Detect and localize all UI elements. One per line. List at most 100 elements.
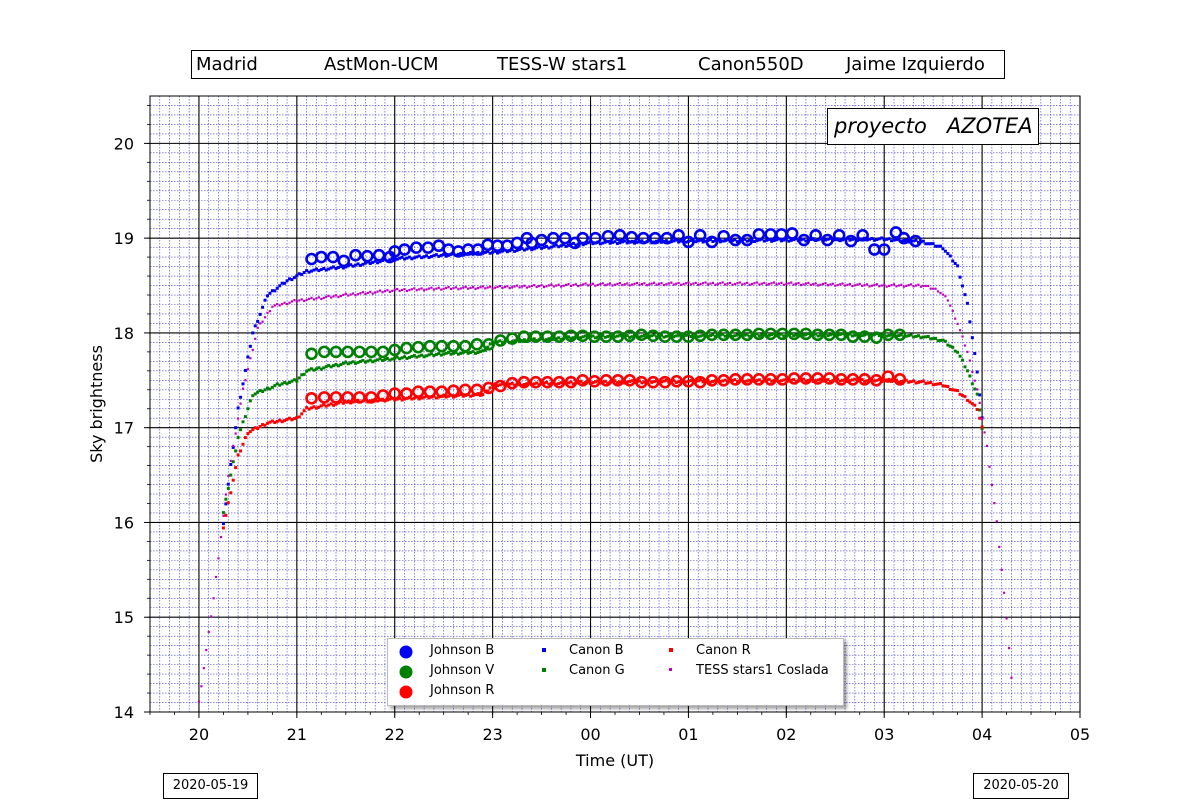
data-point <box>705 374 719 387</box>
data-point <box>904 378 908 382</box>
data-point <box>963 344 967 347</box>
data-point <box>584 242 588 246</box>
data-point <box>672 379 676 383</box>
data-point <box>376 358 380 362</box>
data-point <box>921 239 925 243</box>
data-point <box>711 240 715 244</box>
data-point <box>752 373 766 386</box>
data-point <box>719 282 722 285</box>
data-point <box>405 356 409 360</box>
data-point <box>657 282 661 286</box>
data-point <box>410 257 414 261</box>
data-point <box>469 251 473 255</box>
data-point <box>768 282 771 286</box>
data-point <box>305 252 318 266</box>
data-point <box>1007 646 1011 650</box>
data-point <box>412 396 416 400</box>
data-point <box>662 335 666 339</box>
data-point <box>420 287 423 290</box>
data-point <box>437 351 441 355</box>
data-point <box>498 339 502 343</box>
data-point <box>804 379 808 383</box>
data-point <box>794 333 798 337</box>
data-point <box>373 259 377 263</box>
data-point <box>398 396 402 400</box>
data-point <box>540 284 543 287</box>
data-point <box>689 378 693 382</box>
data-point <box>388 387 402 400</box>
data-point <box>640 381 644 385</box>
data-point <box>689 283 692 286</box>
data-point <box>434 396 438 400</box>
data-point <box>417 397 421 401</box>
data-point <box>391 289 394 292</box>
data-point <box>341 361 345 365</box>
data-point <box>447 350 451 354</box>
data-point <box>770 239 774 243</box>
data-point <box>843 284 847 287</box>
data-point <box>736 282 739 285</box>
data-point <box>224 502 228 506</box>
data-point <box>246 407 250 411</box>
data-point <box>965 398 969 402</box>
data-point <box>239 395 243 399</box>
data-point <box>642 380 646 384</box>
data-point <box>285 303 289 306</box>
data-point <box>931 337 935 341</box>
data-point <box>650 282 653 285</box>
data-point <box>907 380 911 384</box>
data-point <box>776 327 789 341</box>
data-point <box>934 287 937 290</box>
data-point <box>444 351 448 355</box>
data-point <box>481 393 485 397</box>
x-tick-label: 02 <box>776 725 796 744</box>
legend-johnson-b-marker <box>399 645 413 659</box>
data-point <box>596 379 600 383</box>
data-point <box>718 380 722 384</box>
data-point <box>863 284 866 287</box>
data-point <box>351 400 355 404</box>
data-point <box>393 398 397 402</box>
data-point <box>772 239 776 243</box>
data-point <box>593 380 597 384</box>
data-point <box>329 345 343 359</box>
data-point <box>752 228 766 241</box>
data-point <box>569 380 573 384</box>
data-point <box>263 316 267 319</box>
data-point <box>258 389 262 393</box>
data-point <box>520 246 524 250</box>
data-point <box>396 287 399 291</box>
data-point <box>887 237 891 241</box>
data-point <box>941 338 945 342</box>
data-point <box>914 284 918 287</box>
data-point <box>498 250 502 254</box>
data-point <box>628 284 631 287</box>
data-point <box>801 333 805 337</box>
data-point <box>973 351 977 355</box>
data-point <box>476 350 480 354</box>
data-point <box>836 237 840 241</box>
data-point <box>648 283 651 286</box>
data-point <box>733 334 737 338</box>
data-point <box>388 343 402 357</box>
data-point <box>851 284 854 288</box>
data-point <box>542 381 546 385</box>
data-point <box>931 242 935 246</box>
data-point <box>253 426 257 430</box>
data-point <box>410 354 414 358</box>
data-point <box>361 249 374 263</box>
data-point <box>266 311 269 314</box>
data-point <box>990 483 993 487</box>
data-point <box>799 283 803 287</box>
data-point <box>978 393 982 397</box>
data-point <box>875 283 878 286</box>
data-point <box>280 382 284 386</box>
data-point <box>256 326 259 329</box>
data-point <box>973 387 977 391</box>
header-photometer: TESS-W stars1 <box>497 54 628 75</box>
data-point <box>500 341 504 345</box>
data-point <box>481 349 485 353</box>
data-point <box>875 238 879 242</box>
data-point <box>975 370 979 374</box>
data-point <box>924 242 928 246</box>
